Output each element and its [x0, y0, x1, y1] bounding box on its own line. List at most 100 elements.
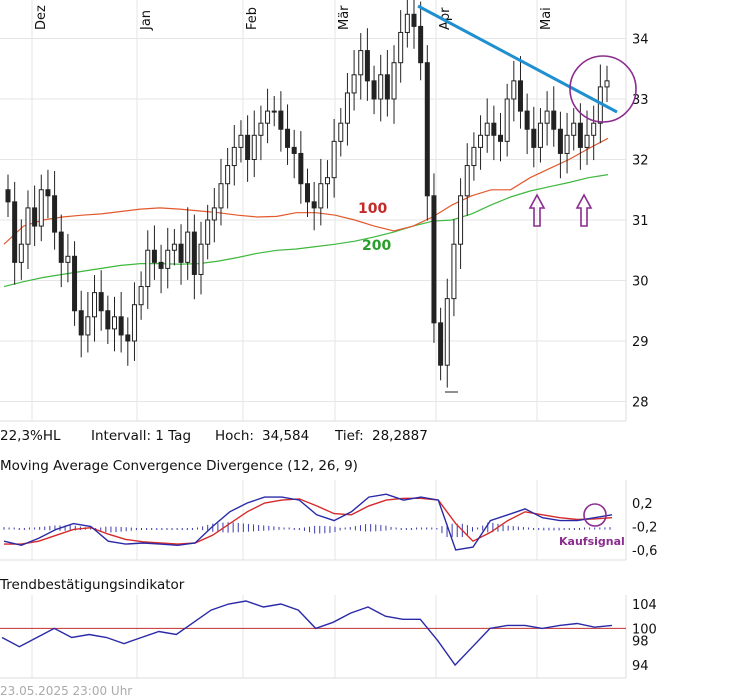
buy-arrow-2	[575, 193, 593, 227]
macd-title: Moving Average Convergence Divergence (1…	[0, 458, 358, 474]
candle-body	[291, 146, 297, 154]
candle-body	[78, 310, 84, 336]
candle-body	[577, 122, 583, 148]
tbi-y-tick: 98	[632, 635, 649, 650]
candle-body	[245, 134, 251, 161]
candle-body	[451, 243, 457, 300]
candle-body	[344, 92, 350, 124]
candle-body	[324, 177, 330, 185]
candle-body	[85, 316, 91, 336]
candle-body	[145, 249, 151, 288]
candle-body	[504, 98, 510, 142]
candle-body	[92, 292, 98, 318]
y-tick-label: 34	[632, 33, 649, 48]
candle-body	[98, 292, 104, 312]
candle-body	[591, 122, 597, 136]
candle-body	[464, 165, 470, 197]
candle-body	[438, 322, 444, 366]
y-tick-label: 28	[632, 396, 649, 411]
x-tick-label: Dez	[34, 5, 49, 30]
x-tick-label: Mär	[337, 5, 352, 30]
candle-body	[378, 74, 384, 100]
candle-body	[557, 128, 563, 154]
y-tick-label: 31	[632, 214, 649, 229]
candle-body	[404, 13, 410, 33]
candle-body	[105, 310, 111, 330]
candle-body	[45, 189, 51, 197]
y-tick-label: 32	[632, 154, 649, 169]
candle-body	[165, 249, 171, 269]
candle-body	[72, 255, 78, 312]
candle-body	[125, 334, 131, 342]
candle-body	[384, 74, 390, 100]
resistance-trendline	[417, 4, 618, 114]
candle-body	[205, 219, 211, 245]
candle-body	[424, 62, 430, 197]
candle-body	[185, 231, 191, 263]
candle-body	[544, 110, 550, 124]
candle-body	[238, 134, 244, 148]
high-label: Hoch:	[215, 428, 254, 444]
candle-body	[484, 122, 490, 136]
candle-body	[65, 255, 71, 263]
candle-body	[411, 13, 417, 27]
candle-body	[444, 298, 450, 366]
candle-body	[338, 122, 344, 142]
ma100-label: 100	[358, 201, 387, 217]
tbi-y-tick: 104	[632, 598, 657, 613]
candle-body	[364, 50, 370, 82]
candle-body	[371, 80, 377, 100]
low-value: 28,2887	[372, 428, 428, 444]
candle-body	[571, 122, 577, 136]
candle-body	[458, 195, 464, 245]
candle-body	[138, 286, 144, 306]
candle-body	[471, 146, 477, 167]
macd-signal-line	[4, 497, 613, 545]
candle-body	[271, 110, 277, 113]
candle-body	[331, 140, 337, 179]
candle-body	[131, 304, 137, 342]
macd-line	[3, 493, 613, 551]
candle-body	[151, 249, 157, 263]
candle-body	[111, 316, 117, 330]
candle-body	[265, 110, 271, 124]
candle-body	[318, 183, 324, 209]
x-tick-label: Feb	[245, 7, 260, 30]
candle-body	[178, 243, 184, 263]
candle-body	[517, 80, 523, 112]
y-tick-label: 33	[632, 93, 649, 108]
candle-body	[524, 110, 530, 130]
kaufsignal-circle	[583, 503, 607, 527]
high-value: 34,584	[262, 428, 310, 444]
candle-body	[551, 110, 557, 130]
candle-body	[5, 189, 11, 203]
candle-body	[218, 183, 224, 209]
candle-body	[391, 62, 397, 100]
y-tick-label: 29	[632, 335, 649, 350]
candle-body	[431, 195, 437, 324]
candle-body	[171, 243, 177, 251]
candle-body	[564, 134, 570, 154]
candle-body	[225, 165, 231, 185]
candle-body	[311, 201, 317, 209]
candle-body	[537, 122, 543, 148]
candle-body	[398, 31, 404, 64]
interval-label: Intervall: 1 Tag	[91, 428, 192, 444]
candle-body	[418, 25, 424, 64]
candle-body	[191, 231, 197, 275]
breakout-circle	[569, 55, 637, 123]
candle-body	[531, 128, 537, 148]
candle-body	[58, 231, 64, 263]
timestamp: 23.05.2025 23:00 Uhr	[0, 684, 133, 698]
candle-body	[358, 50, 364, 76]
tbi-y-tick: 94	[632, 659, 649, 674]
x-tick-label: Mai	[539, 7, 554, 30]
candle-body	[25, 207, 31, 245]
range-percent: 22,3%HL	[0, 428, 61, 444]
candle-body	[251, 134, 257, 161]
candle-body	[18, 243, 24, 263]
low-label: Tief:	[335, 428, 364, 444]
candle-body	[478, 134, 484, 148]
x-tick-label: Jan	[139, 10, 154, 31]
